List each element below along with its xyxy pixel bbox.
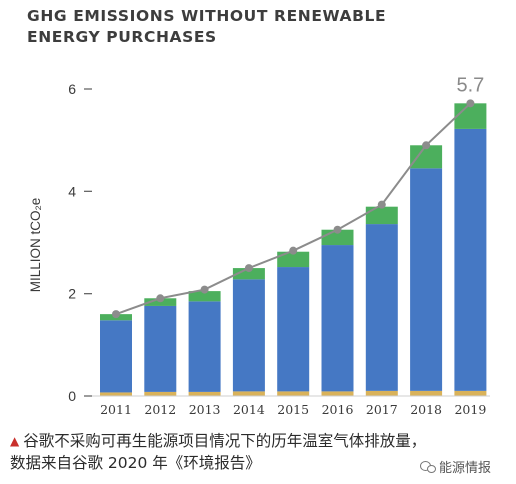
bar-segment-base [454, 390, 487, 396]
x-tick-label: 2018 [410, 402, 442, 417]
bar-segment-main [144, 305, 177, 392]
x-tick-label: 2017 [366, 402, 398, 417]
caption-line-1: ▲ 谷歌不采购可再生能源项目情况下的历年温室气体排放量， [10, 430, 426, 452]
bar-segment-base [365, 390, 398, 396]
wechat-icon [420, 460, 436, 473]
bar-segment-base [100, 392, 132, 396]
y-tick-label: 2 [68, 286, 76, 302]
bar-segment-main [100, 320, 132, 393]
bar-stack [410, 145, 443, 396]
bar-segment-main [410, 168, 443, 391]
bar-series [100, 103, 487, 396]
bar-segment-top [232, 268, 265, 280]
x-tick-label: 2015 [277, 402, 309, 417]
bar-segment-base [277, 391, 310, 396]
value-annotation: 5.7 [456, 74, 484, 96]
bar-segment-main [232, 279, 265, 392]
trend-point [377, 200, 386, 209]
bar-segment-top [410, 145, 443, 169]
bar-stack [321, 229, 354, 396]
trend-point [112, 310, 120, 319]
caption-text-1: 谷歌不采购可再生能源项目情况下的历年温室气体排放量， [23, 432, 427, 450]
trend-point [333, 225, 342, 234]
caption-line-2: 数据来自谷歌 2020 年《环境报告》 [10, 454, 261, 472]
y-tick-label: 0 [68, 388, 76, 404]
trend-point [289, 246, 298, 255]
y-tick-label: 4 [68, 183, 76, 199]
y-axis-label: MILLION tCO₂e [28, 198, 43, 293]
bar-stack [232, 268, 265, 396]
x-tick-label: 2013 [189, 402, 221, 417]
trend-line-group [112, 99, 475, 319]
chart-title-line-2: ENERGY PURCHASES [27, 28, 217, 46]
bar-segment-base [188, 391, 221, 396]
bar-segment-top [277, 251, 310, 268]
bar-segment-main [321, 245, 354, 392]
bar-segment-main [277, 267, 310, 392]
figure-caption: ▲ 谷歌不采购可再生能源项目情况下的历年温室气体排放量， 数据来自谷歌 2020 … [10, 430, 426, 474]
bar-segment-base [410, 390, 443, 396]
trend-point [244, 264, 253, 273]
trend-point [466, 99, 475, 108]
chart-title-line-1: GHG EMISSIONS WITHOUT RENEWABLE [27, 7, 387, 25]
x-tick-label: 2014 [233, 402, 265, 417]
bar-segment-base [144, 391, 177, 396]
bar-stack [454, 103, 487, 396]
bar-stack [277, 251, 310, 396]
chart-title: GHG EMISSIONS WITHOUT RENEWABLE ENERGY P… [27, 6, 386, 48]
x-tick-label: 2019 [454, 402, 486, 417]
x-tick-label: 2016 [322, 402, 354, 417]
bar-segment-top [188, 291, 221, 302]
bar-stack [188, 291, 221, 396]
bar-segment-top [365, 206, 398, 225]
bar-stack [144, 298, 177, 396]
bar-segment-base [321, 391, 354, 396]
watermark: 能源情报 [420, 457, 491, 476]
y-tick-label: 6 [68, 81, 76, 97]
bar-segment-main [365, 224, 398, 391]
x-tick-label: 2012 [144, 402, 176, 417]
trend-point [200, 285, 209, 294]
triangle-marker-icon: ▲ [10, 434, 20, 448]
trend-point [156, 294, 165, 303]
bar-segment-main [188, 301, 221, 392]
watermark-text: 能源情报 [439, 461, 492, 476]
bar-stack [100, 314, 132, 396]
x-axis: 2011 2012 2013 2014 2015 2016 2017 2018 2019 [92, 395, 490, 417]
bar-segment-top [454, 103, 487, 129]
bar-stack [365, 206, 398, 396]
bar-segment-main [454, 128, 487, 391]
x-tick-label: 2011 [100, 402, 132, 417]
trend-point [422, 141, 431, 150]
bar-segment-base [232, 391, 265, 396]
y-axis: 0 2 4 6 [68, 81, 92, 404]
